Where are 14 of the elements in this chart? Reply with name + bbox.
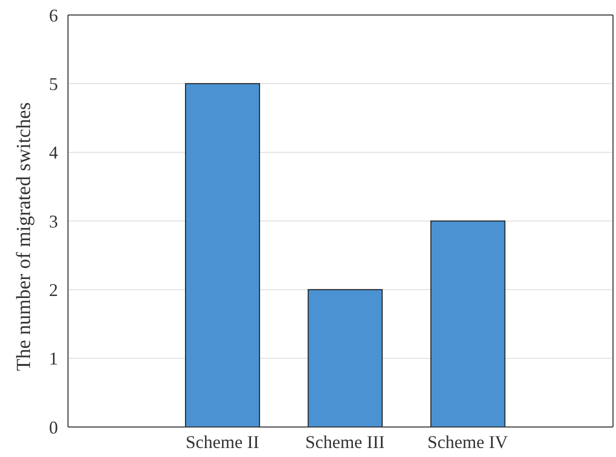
bar [185, 83, 260, 427]
y-tick-label: 3 [49, 211, 58, 232]
bar [308, 289, 383, 427]
y-tick-label: 2 [49, 280, 58, 300]
x-tick-label: Scheme III [305, 432, 385, 452]
x-tick-label: Scheme II [186, 432, 260, 452]
bar [430, 220, 506, 427]
x-tick-label: Scheme IV [427, 432, 508, 452]
y-tick-label: 0 [49, 417, 58, 438]
y-tick-label: 5 [49, 74, 58, 94]
y-tick-label: 1 [49, 348, 58, 369]
y-axis-title: The number of migrated switches [13, 102, 36, 371]
y-tick-label: 6 [49, 5, 58, 26]
y-tick-label: 4 [49, 142, 58, 163]
